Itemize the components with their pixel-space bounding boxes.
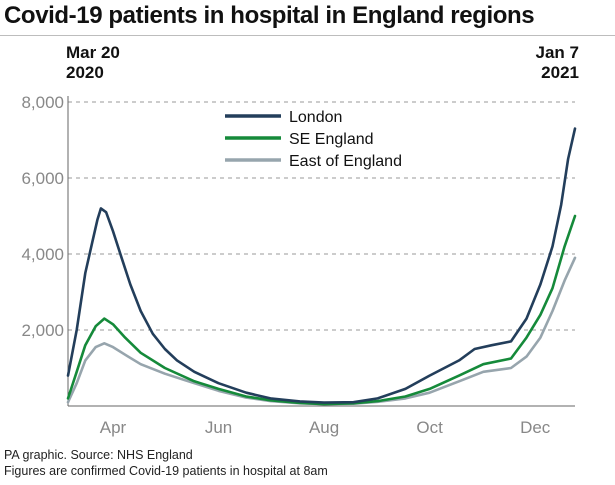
x-tick-label: Apr — [100, 418, 127, 437]
series-line-east-of-england — [66, 256, 577, 406]
start-date-label: Mar 20 2020 — [66, 43, 120, 83]
series-line-se-england — [66, 214, 577, 406]
end-date-line1: Jan 7 — [535, 43, 579, 62]
y-tick-label: 6,000 — [21, 169, 64, 188]
end-date-label: Jan 7 2021 — [536, 43, 579, 83]
x-tick-label: Aug — [309, 418, 339, 437]
title-divider — [0, 35, 615, 36]
x-tick-label: Oct — [416, 418, 443, 437]
x-tick-label: Jun — [205, 418, 232, 437]
footer: PA graphic. Source: NHS England Figures … — [4, 447, 328, 479]
legend-label-london: London — [289, 109, 342, 126]
y-tick-label: 4,000 — [21, 245, 64, 264]
source-note: PA graphic. Source: NHS England — [4, 448, 193, 462]
x-tick-label: Dec — [520, 418, 551, 437]
start-date-line1: Mar 20 — [66, 43, 120, 62]
series-line-london — [66, 127, 577, 404]
figures-note: Figures are confirmed Covid-19 patients … — [4, 464, 328, 478]
legend-label-se-england: SE England — [289, 131, 374, 148]
end-date-line2: 2021 — [541, 63, 579, 82]
y-tick-label: 2,000 — [21, 321, 64, 340]
chart-title: Covid-19 patients in hospital in England… — [4, 2, 535, 29]
start-date-line2: 2020 — [66, 63, 104, 82]
legend-label-east-of-england: East of England — [289, 153, 402, 170]
y-tick-label: 8,000 — [21, 93, 64, 112]
